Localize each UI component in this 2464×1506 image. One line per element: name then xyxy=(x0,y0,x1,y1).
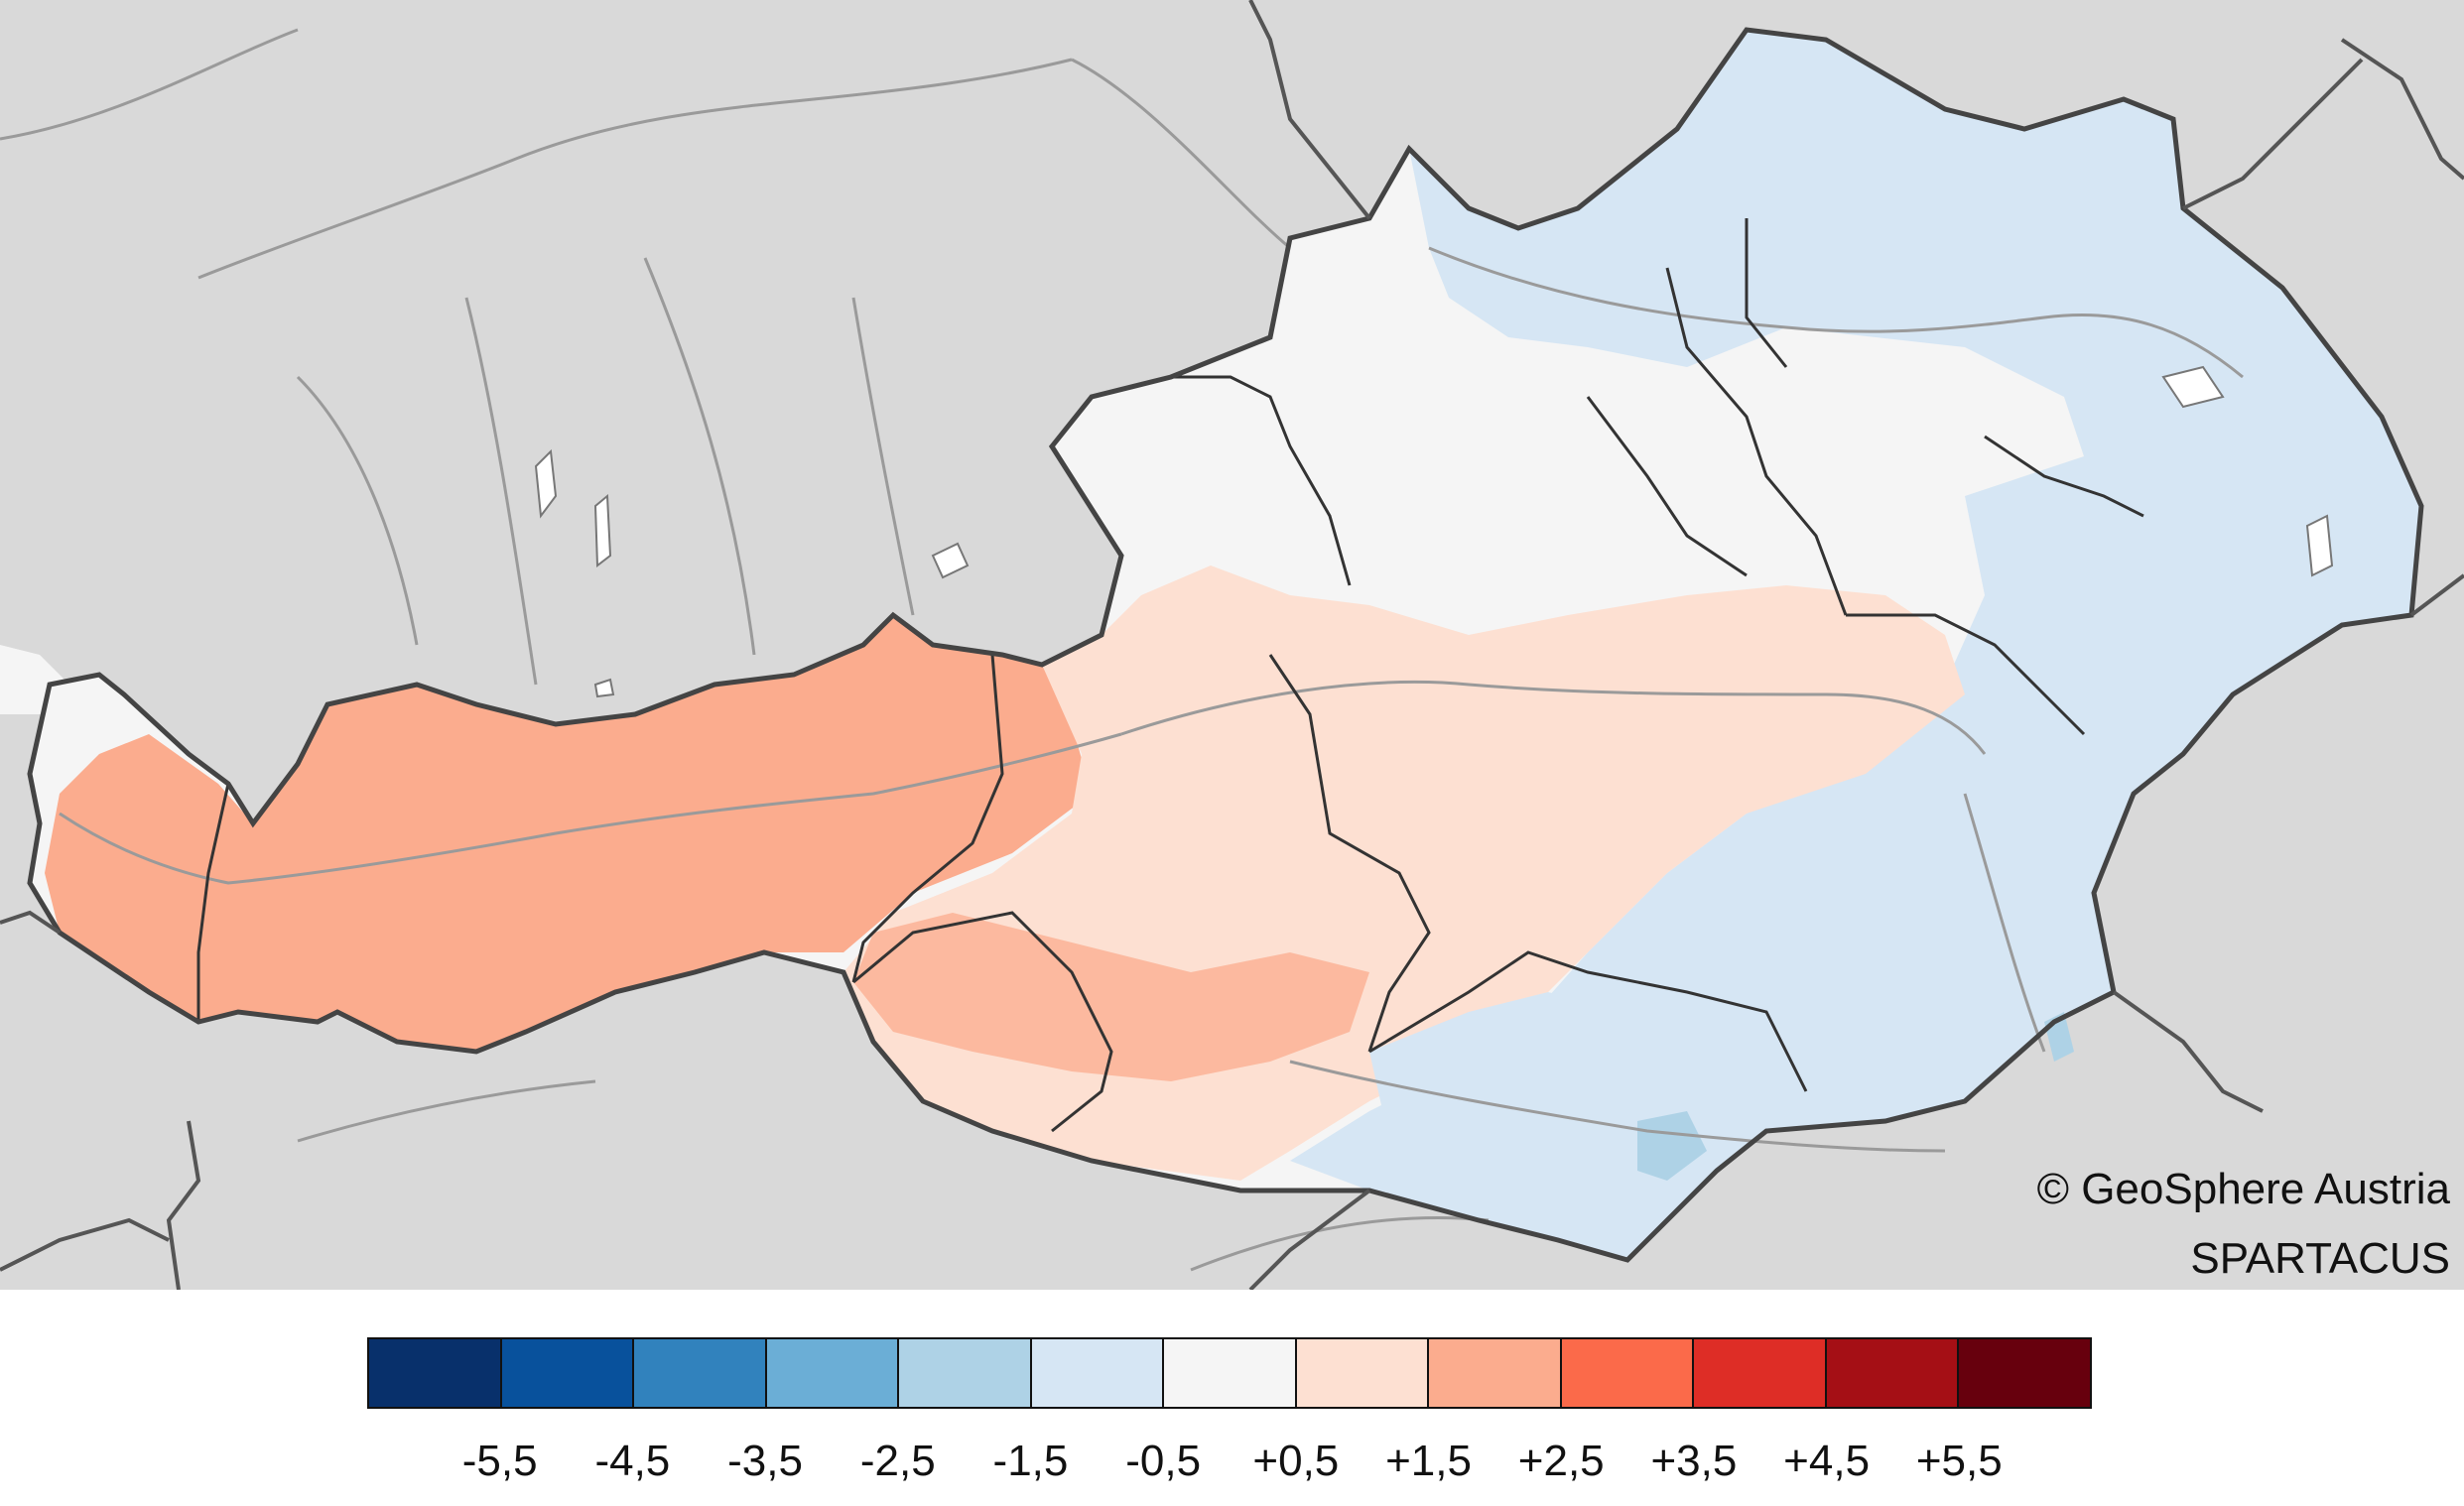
legend-label: +2,5 xyxy=(1517,1437,1605,1485)
legend-swatch xyxy=(1164,1339,1297,1407)
legend-swatch xyxy=(766,1339,900,1407)
legend-swatch xyxy=(1561,1339,1695,1407)
legend-labels: -5,5 -4,5 -3,5 -2,5 -1,5 -0,5 +0,5 +1,5 +2,5 +3,5… xyxy=(367,1437,2092,1496)
legend-label: +5,5 xyxy=(1915,1437,2003,1485)
neighbor-borders xyxy=(0,0,2464,1290)
map-canvas xyxy=(0,0,2464,1290)
legend-label: -4,5 xyxy=(594,1437,671,1485)
legend-label: -0,5 xyxy=(1125,1437,1202,1485)
legend-label: +0,5 xyxy=(1252,1437,1340,1485)
credit-geosphere: © GeoSphere Austria xyxy=(2036,1165,2450,1213)
legend-label: +4,5 xyxy=(1783,1437,1871,1485)
legend-swatch xyxy=(501,1339,635,1407)
legend-swatch xyxy=(1694,1339,1827,1407)
legend-swatch xyxy=(1296,1339,1430,1407)
east-cool-region xyxy=(1290,30,2421,1260)
legend-swatch xyxy=(634,1339,767,1407)
tauern-warm-region xyxy=(853,913,1369,1081)
map-area: © GeoSphere Austria SPARTACUS xyxy=(0,0,2464,1290)
color-legend xyxy=(367,1337,2092,1409)
state-borders xyxy=(196,218,2144,1133)
national-border xyxy=(27,27,2424,1263)
legend-label: +3,5 xyxy=(1650,1437,1738,1485)
legend-label: -5,5 xyxy=(461,1437,538,1485)
cold-spot xyxy=(1637,1111,1707,1181)
legend-label: -2,5 xyxy=(859,1437,936,1485)
legend-label: +1,5 xyxy=(1385,1437,1472,1485)
legend-label: -3,5 xyxy=(727,1437,803,1485)
legend-label: -1,5 xyxy=(992,1437,1069,1485)
legend-swatch xyxy=(1959,1339,2090,1407)
west-warm-region xyxy=(45,615,1092,1052)
legend-swatch xyxy=(369,1339,502,1407)
legend-swatch xyxy=(1429,1339,1562,1407)
credit-spartacus: SPARTACUS xyxy=(2190,1234,2450,1283)
legend-swatch xyxy=(899,1339,1032,1407)
legend-swatch xyxy=(1031,1339,1165,1407)
lakes xyxy=(534,365,2334,698)
legend-swatch xyxy=(1826,1339,1960,1407)
rivers xyxy=(0,28,2244,1272)
